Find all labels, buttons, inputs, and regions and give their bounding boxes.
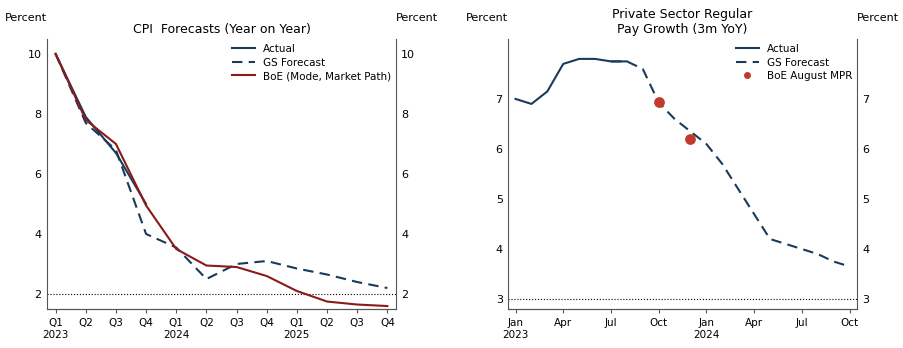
- Actual: [509, 97, 520, 101]
- Line: GS Forecast: GS Forecast: [56, 54, 387, 288]
- Line: GS Forecast: GS Forecast: [610, 61, 849, 267]
- Actual: [589, 57, 600, 61]
- Line: Actual: Actual: [56, 54, 146, 204]
- GS Forecast: [620, 59, 631, 63]
- GS Forecast: [748, 212, 759, 216]
- BoE (Mode, Market Path): [382, 304, 393, 308]
- GS Forecast: [231, 262, 242, 266]
- GS Forecast: [261, 259, 272, 263]
- Text: Percent: Percent: [856, 13, 898, 23]
- BoE (Mode, Market Path): [321, 299, 332, 303]
- Title: Private Sector Regular
Pay Growth (3m YoY): Private Sector Regular Pay Growth (3m Yo…: [611, 8, 752, 36]
- Text: Percent: Percent: [396, 13, 438, 23]
- Legend: Actual, GS Forecast, BoE August MPR: Actual, GS Forecast, BoE August MPR: [735, 44, 852, 81]
- GS Forecast: [321, 272, 332, 277]
- BoE (Mode, Market Path): [51, 52, 61, 56]
- GS Forecast: [779, 242, 790, 246]
- Actual: [605, 59, 616, 63]
- GS Forecast: [653, 100, 664, 104]
- GS Forecast: [200, 277, 211, 281]
- GS Forecast: [732, 187, 743, 191]
- GS Forecast: [796, 247, 806, 251]
- Line: BoE (Mode, Market Path): BoE (Mode, Market Path): [56, 54, 387, 306]
- Legend: Actual, GS Forecast, BoE (Mode, Market Path): Actual, GS Forecast, BoE (Mode, Market P…: [231, 44, 391, 81]
- Actual: [110, 151, 121, 155]
- Point: [683, 136, 697, 142]
- Actual: [141, 202, 152, 206]
- Actual: [541, 89, 552, 94]
- BoE (Mode, Market Path): [171, 247, 182, 251]
- Actual: [557, 62, 568, 66]
- GS Forecast: [171, 245, 182, 250]
- GS Forecast: [80, 121, 91, 125]
- GS Forecast: [637, 67, 647, 71]
- BoE (Mode, Market Path): [291, 289, 302, 293]
- BoE (Mode, Market Path): [141, 203, 152, 207]
- Actual: [620, 59, 631, 63]
- Text: Percent: Percent: [465, 13, 507, 23]
- Line: Actual: Actual: [515, 59, 626, 104]
- GS Forecast: [716, 162, 727, 166]
- BoE (Mode, Market Path): [110, 142, 121, 146]
- GS Forecast: [110, 148, 121, 152]
- GS Forecast: [382, 286, 393, 290]
- GS Forecast: [291, 267, 302, 271]
- GS Forecast: [141, 232, 152, 236]
- Point: [651, 100, 666, 105]
- Actual: [80, 115, 91, 119]
- Text: Percent: Percent: [5, 13, 47, 23]
- BoE (Mode, Market Path): [261, 274, 272, 278]
- GS Forecast: [684, 129, 695, 134]
- GS Forecast: [668, 117, 679, 121]
- Actual: [526, 102, 536, 106]
- BoE (Mode, Market Path): [351, 302, 362, 307]
- GS Forecast: [351, 280, 362, 284]
- BoE (Mode, Market Path): [80, 118, 91, 122]
- GS Forecast: [605, 59, 616, 63]
- GS Forecast: [827, 259, 838, 263]
- GS Forecast: [843, 264, 854, 269]
- Title: CPI  Forecasts (Year on Year): CPI Forecasts (Year on Year): [133, 23, 310, 36]
- Actual: [573, 57, 584, 61]
- GS Forecast: [700, 142, 711, 146]
- GS Forecast: [764, 237, 775, 241]
- GS Forecast: [812, 252, 823, 256]
- GS Forecast: [51, 52, 61, 56]
- BoE (Mode, Market Path): [200, 263, 211, 268]
- BoE (Mode, Market Path): [231, 265, 242, 269]
- Actual: [51, 52, 61, 56]
